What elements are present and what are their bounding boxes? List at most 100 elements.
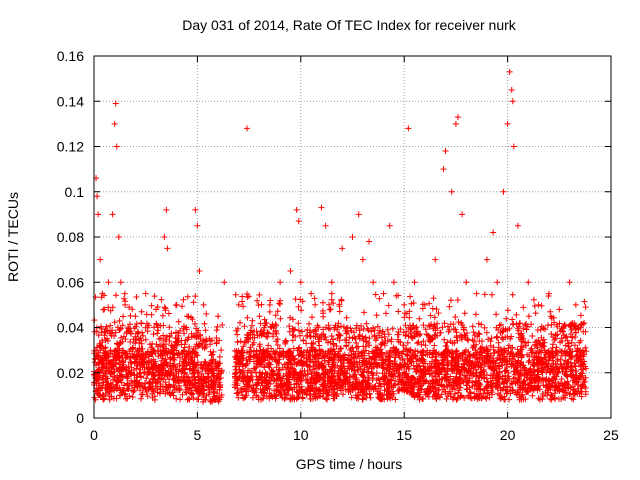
x-tick-label: 25 — [603, 427, 619, 443]
data-point — [266, 301, 273, 308]
data-point — [359, 256, 366, 263]
x-tick-label: 15 — [396, 427, 412, 443]
data-point — [256, 313, 263, 320]
data-point — [510, 143, 517, 150]
data-point — [566, 279, 573, 286]
data-point — [473, 290, 480, 297]
y-tick-label: 0.06 — [57, 274, 84, 290]
data-point — [380, 290, 387, 297]
data-point — [483, 256, 490, 263]
y-tick-label: 0.14 — [57, 93, 84, 109]
data-point — [196, 267, 203, 274]
data-point — [506, 68, 513, 75]
data-point — [287, 267, 294, 274]
chart-title: Day 031 of 2014, Rate Of TEC Index for r… — [182, 17, 516, 33]
data-point — [386, 222, 393, 229]
data-point — [295, 218, 302, 225]
data-point — [370, 279, 377, 286]
data-point — [194, 222, 201, 229]
data-point — [142, 290, 149, 297]
data-point — [525, 279, 532, 286]
data-point — [235, 301, 242, 308]
data-point — [277, 279, 284, 286]
data-point — [355, 211, 362, 218]
data-point — [328, 279, 335, 286]
data-point — [535, 301, 542, 308]
y-tick-label: 0.16 — [57, 48, 84, 64]
data-point — [432, 256, 439, 263]
data-point — [454, 114, 461, 121]
y-tick-label: 0.02 — [57, 365, 84, 381]
data-point — [509, 98, 516, 105]
data-point — [322, 222, 329, 229]
data-point — [153, 306, 160, 313]
data-point — [115, 234, 122, 240]
data-point — [244, 125, 251, 132]
data-point — [308, 290, 315, 297]
data-point — [366, 238, 373, 245]
data-point — [463, 279, 470, 286]
data-point — [581, 319, 588, 326]
data-point — [440, 166, 447, 173]
data-point — [405, 125, 412, 132]
data-point — [349, 234, 356, 240]
data-point — [173, 301, 180, 308]
data-point — [318, 204, 325, 211]
data-point — [109, 211, 116, 218]
axes: 0 5 10 15 20 25 0 0.02 0.04 0.06 0.08 0.1 0.12 0.14 0.… — [57, 48, 619, 443]
data-point — [132, 313, 139, 320]
data-point — [508, 86, 515, 93]
data-point — [494, 279, 501, 286]
data-point — [490, 229, 497, 236]
x-axis-label: GPS time / hours — [295, 456, 403, 472]
data-point — [112, 100, 119, 107]
x-tick-label: 10 — [293, 427, 309, 443]
data-point — [113, 143, 120, 150]
data-point — [545, 290, 552, 297]
data-point — [504, 120, 511, 127]
y-tick-label: 0.04 — [57, 320, 84, 336]
data-point — [452, 120, 459, 127]
x-tick-label: 5 — [194, 427, 202, 443]
data-point — [514, 222, 521, 229]
data-point — [215, 313, 222, 320]
data-point — [293, 206, 300, 213]
data-point — [442, 148, 449, 155]
data-point — [500, 188, 507, 195]
data-point — [221, 279, 228, 286]
x-tick-label: 0 — [90, 427, 98, 443]
data-point — [99, 290, 106, 297]
data-point — [339, 245, 346, 252]
data-point — [459, 211, 466, 218]
x-tick-label: 20 — [500, 427, 516, 443]
data-point — [401, 301, 408, 308]
data-point — [161, 234, 168, 240]
data-point — [411, 279, 418, 286]
data-point — [421, 301, 428, 308]
data-point — [163, 206, 170, 213]
data-point — [122, 301, 129, 308]
data-point — [97, 256, 104, 263]
data-point — [105, 279, 112, 286]
data-point — [117, 279, 124, 286]
y-tick-label: 0.12 — [57, 139, 84, 155]
data-point — [390, 279, 397, 286]
data-point — [101, 306, 108, 313]
y-tick-label: 0 — [76, 410, 84, 426]
dense-point-band — [91, 290, 590, 405]
data-point — [556, 306, 563, 313]
data-points — [93, 68, 588, 326]
data-point — [297, 279, 304, 286]
y-tick-label: 0.1 — [65, 184, 85, 200]
data-point — [200, 301, 207, 308]
data-point — [572, 301, 579, 308]
data-point — [448, 188, 455, 195]
data-point — [94, 193, 101, 200]
data-point — [111, 120, 118, 127]
data-point — [184, 313, 191, 320]
data-point — [95, 211, 102, 218]
y-axis-label: ROTI / TECUs — [5, 192, 21, 282]
dense-band-markers — [91, 290, 590, 405]
data-point — [192, 206, 199, 213]
